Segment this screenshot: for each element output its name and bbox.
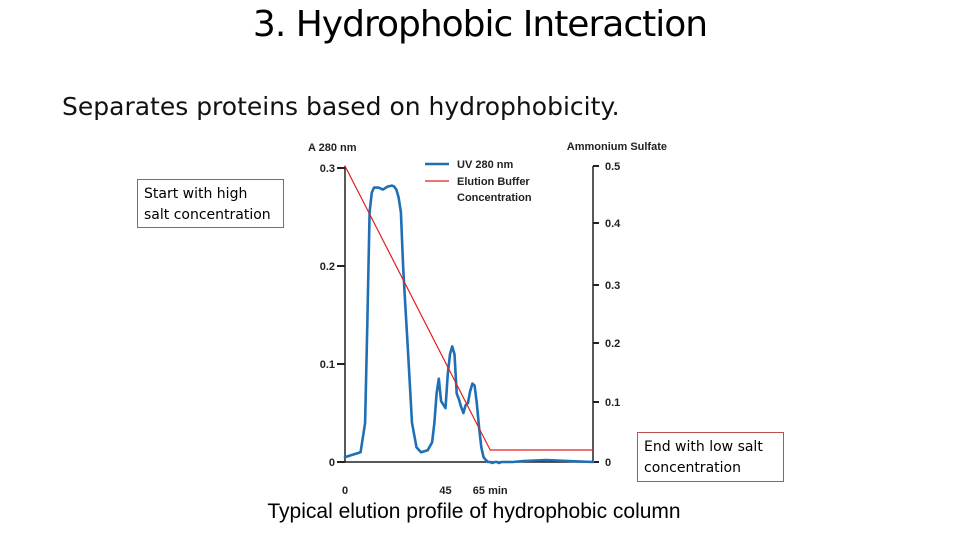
legend-elution-label: Elution Buffer Concentration — [457, 176, 532, 204]
x-tick-label: 45 — [439, 485, 451, 497]
x-tick-label: 0 — [342, 485, 348, 497]
figure-caption: Typical elution profile of hydrophobic c… — [0, 500, 960, 524]
right-axis-label: Ammonium Sulfate — [567, 141, 667, 153]
right-tick-label: 0.5 — [605, 161, 620, 173]
legend-uv-label: UV 280 nm — [457, 159, 513, 171]
uv-280-series-line — [343, 184, 595, 465]
left-tick-label: 0.3 — [320, 163, 335, 175]
right-tick-label: 0.1 — [605, 397, 620, 409]
right-tick-label: 0.3 — [605, 280, 620, 292]
figure-caption-text: Typical elution profile of hydrophobic c… — [267, 500, 681, 523]
left-axis-label: A 280 nm — [308, 142, 357, 154]
x-tick-label: 65 min — [473, 485, 508, 497]
slide-subtitle: Separates proteins based on hydrophobici… — [62, 92, 620, 121]
left-tick-label: 0.2 — [320, 261, 335, 273]
slide-title: 3. Hydrophobic Interaction — [252, 4, 708, 45]
left-tick-label: 0.1 — [320, 359, 335, 371]
end-salt-callout: End with low salt concentration — [637, 432, 784, 482]
right-tick-label: 0 — [605, 457, 611, 469]
elution-buffer-series-line — [344, 165, 594, 451]
right-tick-label: 0.2 — [605, 338, 620, 350]
left-tick-label: 0 — [329, 457, 335, 469]
start-salt-callout: Start with high salt concentration — [137, 179, 284, 228]
right-tick-label: 0.4 — [605, 218, 621, 230]
